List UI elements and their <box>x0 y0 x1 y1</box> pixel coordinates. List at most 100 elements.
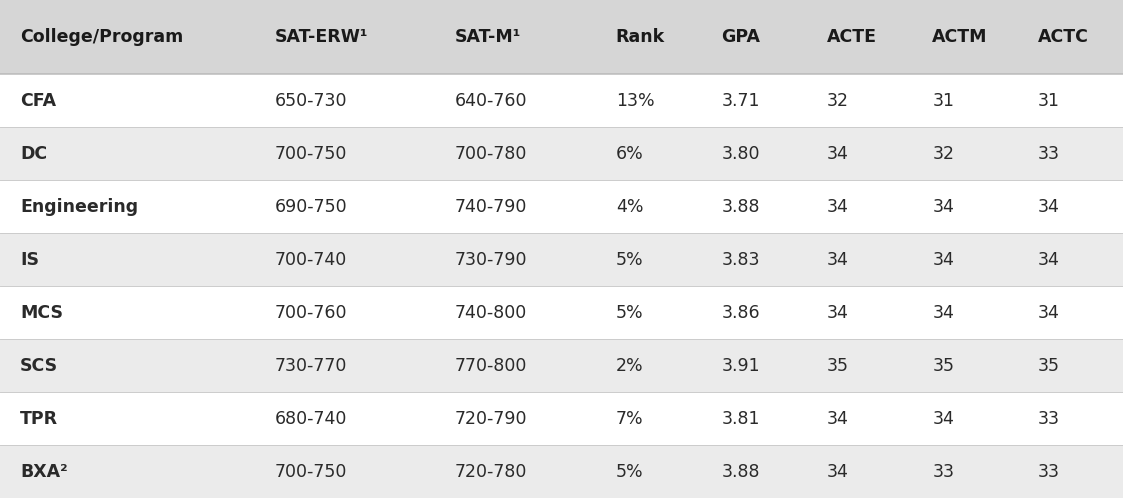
Text: 33: 33 <box>1038 463 1060 481</box>
Bar <box>701 127 806 180</box>
Text: 32: 32 <box>827 92 849 110</box>
Bar <box>806 286 912 339</box>
Text: SCS: SCS <box>20 357 58 374</box>
Text: 3.80: 3.80 <box>721 144 760 163</box>
Text: 650-730: 650-730 <box>275 92 347 110</box>
Text: 700-780: 700-780 <box>455 144 527 163</box>
Text: 3.88: 3.88 <box>721 463 760 481</box>
Bar <box>1017 445 1123 498</box>
Bar <box>595 233 701 286</box>
Text: 34: 34 <box>1038 198 1060 216</box>
Text: IS: IS <box>20 250 39 268</box>
Bar <box>701 339 806 392</box>
Text: 34: 34 <box>827 463 849 481</box>
Bar <box>0 392 255 445</box>
Bar <box>912 392 1017 445</box>
Bar <box>255 445 435 498</box>
Bar <box>255 286 435 339</box>
Bar <box>806 180 912 233</box>
Text: 700-760: 700-760 <box>275 304 347 322</box>
Bar <box>701 392 806 445</box>
Bar <box>1017 127 1123 180</box>
Text: 640-760: 640-760 <box>455 92 527 110</box>
Text: 3.91: 3.91 <box>721 357 760 374</box>
Text: 3.88: 3.88 <box>721 198 760 216</box>
Bar <box>595 445 701 498</box>
Bar <box>255 74 435 127</box>
Bar <box>806 0 912 74</box>
Text: 730-790: 730-790 <box>455 250 527 268</box>
Bar <box>912 445 1017 498</box>
Text: SAT-ERW¹: SAT-ERW¹ <box>275 28 368 46</box>
Text: 34: 34 <box>1038 250 1060 268</box>
Text: 770-800: 770-800 <box>455 357 527 374</box>
Bar <box>806 392 912 445</box>
Text: 34: 34 <box>827 144 849 163</box>
Text: 700-740: 700-740 <box>275 250 347 268</box>
Bar <box>912 233 1017 286</box>
Text: 34: 34 <box>827 250 849 268</box>
Text: 7%: 7% <box>615 409 643 427</box>
Text: College/Program: College/Program <box>20 28 183 46</box>
Bar <box>595 180 701 233</box>
Bar <box>255 127 435 180</box>
Bar <box>595 0 701 74</box>
Text: 720-790: 720-790 <box>455 409 527 427</box>
Text: 3.83: 3.83 <box>721 250 760 268</box>
Text: 4%: 4% <box>615 198 643 216</box>
Text: 34: 34 <box>932 250 955 268</box>
Text: 31: 31 <box>932 92 955 110</box>
Text: 5%: 5% <box>615 463 643 481</box>
Text: GPA: GPA <box>721 28 760 46</box>
Text: ACTC: ACTC <box>1038 28 1088 46</box>
Bar <box>435 74 595 127</box>
Bar <box>0 233 255 286</box>
Bar <box>1017 0 1123 74</box>
Bar <box>912 74 1017 127</box>
Text: ACTM: ACTM <box>932 28 988 46</box>
Bar <box>1017 286 1123 339</box>
Text: 700-750: 700-750 <box>275 144 347 163</box>
Text: TPR: TPR <box>20 409 58 427</box>
Text: 2%: 2% <box>615 357 643 374</box>
Bar <box>255 0 435 74</box>
Text: CFA: CFA <box>20 92 56 110</box>
Bar <box>806 233 912 286</box>
Bar <box>0 286 255 339</box>
Text: 31: 31 <box>1038 92 1060 110</box>
Bar <box>435 392 595 445</box>
Bar <box>701 0 806 74</box>
Bar <box>0 74 255 127</box>
Text: Rank: Rank <box>615 28 665 46</box>
Bar <box>1017 180 1123 233</box>
Text: 3.86: 3.86 <box>721 304 760 322</box>
Text: DC: DC <box>20 144 47 163</box>
Bar <box>0 0 255 74</box>
Text: 34: 34 <box>932 304 955 322</box>
Text: 35: 35 <box>932 357 955 374</box>
Text: 680-740: 680-740 <box>275 409 347 427</box>
Bar <box>255 339 435 392</box>
Bar <box>0 339 255 392</box>
Bar <box>701 445 806 498</box>
Bar <box>0 127 255 180</box>
Text: 5%: 5% <box>615 250 643 268</box>
Bar <box>701 74 806 127</box>
Text: 32: 32 <box>932 144 955 163</box>
Text: 3.81: 3.81 <box>721 409 760 427</box>
Text: 3.71: 3.71 <box>721 92 760 110</box>
Bar <box>435 339 595 392</box>
Bar <box>255 180 435 233</box>
Text: 13%: 13% <box>615 92 655 110</box>
Bar <box>435 286 595 339</box>
Bar <box>1017 392 1123 445</box>
Bar <box>435 0 595 74</box>
Bar <box>912 0 1017 74</box>
Bar <box>912 180 1017 233</box>
Text: 700-750: 700-750 <box>275 463 347 481</box>
Bar <box>255 233 435 286</box>
Text: BXA²: BXA² <box>20 463 69 481</box>
Text: 740-790: 740-790 <box>455 198 527 216</box>
Bar <box>595 127 701 180</box>
Text: 34: 34 <box>827 198 849 216</box>
